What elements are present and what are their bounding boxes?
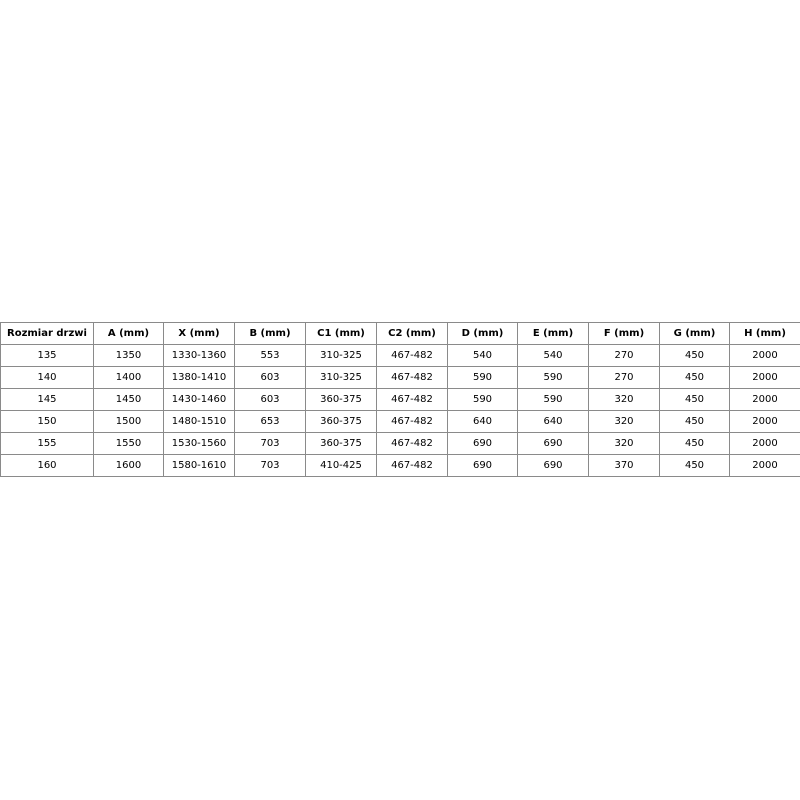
header-row: Rozmiar drzwi A (mm) X (mm) B (mm) C1 (mm) C2…	[0, 322, 800, 345]
table-cell: 320	[588, 388, 660, 411]
table-cell: 2000	[729, 454, 800, 477]
table-cell: 1550	[93, 432, 164, 455]
table-cell: 450	[659, 410, 730, 433]
table-cell: 135	[0, 344, 94, 367]
table-cell: 603	[234, 366, 306, 389]
dimensions-table: Rozmiar drzwi A (mm) X (mm) B (mm) C1 (mm) C2…	[0, 322, 800, 477]
table-cell: 590	[447, 388, 518, 411]
column-header: F (mm)	[588, 322, 660, 345]
table-cell: 540	[447, 344, 518, 367]
table-cell: 690	[517, 454, 589, 477]
table-cell: 270	[588, 344, 660, 367]
table-cell: 360-375	[305, 432, 377, 455]
table-cell: 467-482	[376, 410, 448, 433]
table-cell: 1450	[93, 388, 164, 411]
table-cell: 703	[234, 432, 306, 455]
table-cell: 690	[447, 454, 518, 477]
table-cell: 590	[447, 366, 518, 389]
table-cell: 590	[517, 366, 589, 389]
table-cell: 653	[234, 410, 306, 433]
table-cell: 467-482	[376, 388, 448, 411]
table-row: 160 1600 1580-1610 703 410-425 467-482 690 690 3…	[0, 454, 800, 477]
table-cell: 410-425	[305, 454, 377, 477]
table-cell: 553	[234, 344, 306, 367]
table-cell: 145	[0, 388, 94, 411]
table-body: 135 1350 1330-1360 553 310-325 467-482 540 540 2…	[0, 344, 800, 477]
table-cell: 450	[659, 454, 730, 477]
table-cell: 2000	[729, 366, 800, 389]
table-cell: 2000	[729, 432, 800, 455]
table-cell: 603	[234, 388, 306, 411]
table-cell: 1380-1410	[163, 366, 235, 389]
table-cell: 140	[0, 366, 94, 389]
table-row: 150 1500 1480-1510 653 360-375 467-482 640 640 3…	[0, 410, 800, 433]
table-cell: 467-482	[376, 366, 448, 389]
table-row: 135 1350 1330-1360 553 310-325 467-482 540 540 2…	[0, 344, 800, 367]
table-cell: 2000	[729, 344, 800, 367]
column-header: G (mm)	[659, 322, 730, 345]
table-cell: 450	[659, 432, 730, 455]
table-cell: 1500	[93, 410, 164, 433]
table-cell: 1600	[93, 454, 164, 477]
column-header: A (mm)	[93, 322, 164, 345]
table-row: 155 1550 1530-1560 703 360-375 467-482 690 690 3…	[0, 432, 800, 455]
table-cell: 320	[588, 410, 660, 433]
table-cell: 450	[659, 366, 730, 389]
table-cell: 310-325	[305, 366, 377, 389]
table-cell: 155	[0, 432, 94, 455]
table-row: 145 1450 1430-1460 603 360-375 467-482 590 590 3…	[0, 388, 800, 411]
table-cell: 310-325	[305, 344, 377, 367]
table-cell: 640	[447, 410, 518, 433]
table-cell: 1530-1560	[163, 432, 235, 455]
table-cell: 1430-1460	[163, 388, 235, 411]
table-cell: 160	[0, 454, 94, 477]
column-header: D (mm)	[447, 322, 518, 345]
table-cell: 690	[447, 432, 518, 455]
table-cell: 703	[234, 454, 306, 477]
table-cell: 467-482	[376, 344, 448, 367]
table-cell: 1580-1610	[163, 454, 235, 477]
column-header: H (mm)	[729, 322, 800, 345]
table-cell: 150	[0, 410, 94, 433]
table-row: 140 1400 1380-1410 603 310-325 467-482 590 590 2…	[0, 366, 800, 389]
column-header: C1 (mm)	[305, 322, 377, 345]
table-cell: 2000	[729, 410, 800, 433]
table-cell: 1330-1360	[163, 344, 235, 367]
table-cell: 1400	[93, 366, 164, 389]
table-cell: 2000	[729, 388, 800, 411]
column-header: Rozmiar drzwi	[0, 322, 94, 345]
table-cell: 360-375	[305, 410, 377, 433]
table-cell: 1480-1510	[163, 410, 235, 433]
column-header: B (mm)	[234, 322, 306, 345]
table-cell: 320	[588, 432, 660, 455]
column-header: X (mm)	[163, 322, 235, 345]
table-cell: 467-482	[376, 432, 448, 455]
table-cell: 590	[517, 388, 589, 411]
column-header: E (mm)	[517, 322, 589, 345]
table-cell: 370	[588, 454, 660, 477]
table-cell: 450	[659, 388, 730, 411]
column-header: C2 (mm)	[376, 322, 448, 345]
table-cell: 690	[517, 432, 589, 455]
table-cell: 270	[588, 366, 660, 389]
table-cell: 450	[659, 344, 730, 367]
table-cell: 467-482	[376, 454, 448, 477]
table-cell: 1350	[93, 344, 164, 367]
table-cell: 540	[517, 344, 589, 367]
table-cell: 640	[517, 410, 589, 433]
table-cell: 360-375	[305, 388, 377, 411]
